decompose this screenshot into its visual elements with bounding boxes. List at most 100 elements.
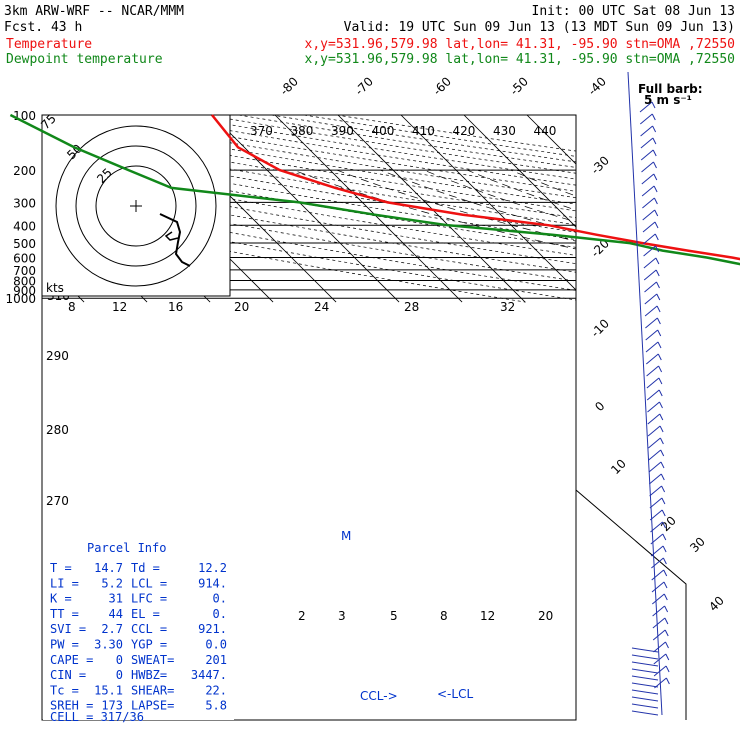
- init-time: Init: 00 UTC Sat 08 Jun 13: [532, 4, 736, 19]
- isotherm-line: [526, 115, 576, 165]
- wind-barb: [650, 545, 664, 557]
- hodo-speed-label: 12: [112, 300, 127, 314]
- wind-barb-flag: [661, 509, 666, 517]
- dewpoint-trace: [9, 113, 740, 266]
- wind-barb: [642, 197, 655, 209]
- dry-adiabat-label: 400: [372, 124, 395, 138]
- plot-frame: [41, 114, 577, 721]
- parcel-row-value-left: 15.1: [94, 683, 123, 697]
- isotherm-label: 10: [608, 456, 629, 477]
- parcel-row-label-left: Tc =: [50, 683, 79, 697]
- dry-adiabat-label: 440: [534, 124, 557, 138]
- isotherm-label: -10: [588, 316, 612, 340]
- wind-barb: [648, 461, 662, 473]
- wind-barb-flag: [658, 377, 663, 385]
- dry-adiabat-left-label: 280: [46, 423, 69, 437]
- wind-barb-flag: [658, 389, 663, 397]
- mixing-ratio-line: [638, 258, 727, 303]
- wind-barb: [651, 581, 665, 593]
- parcel-row-value-right: 3447.: [191, 668, 227, 682]
- ccl-marker: CCL->: [360, 689, 398, 703]
- parcel-row-value-right: 0.0: [205, 638, 227, 652]
- wind-barb-low: [631, 647, 659, 653]
- barb-staff-axis: [627, 71, 663, 716]
- wind-barb-flag: [664, 617, 669, 625]
- wind-barb: [650, 521, 663, 533]
- isotherm-line: [612, 74, 740, 302]
- wind-barb: [651, 569, 665, 581]
- hodo-kts-label: kts: [46, 281, 64, 295]
- isotherm-label: -40: [585, 74, 609, 98]
- wind-barb-flag: [664, 629, 669, 637]
- wind-barbs: [627, 71, 670, 716]
- wind-barb: [646, 377, 660, 389]
- wind-barb: [651, 593, 665, 605]
- wind-barb-flag: [654, 221, 659, 229]
- dry-adiabat-left-label: 270: [46, 494, 69, 508]
- wind-barb-flag: [653, 173, 658, 181]
- wind-barb-flag: [659, 437, 664, 445]
- parcel-row-label-right: Td =: [131, 561, 160, 575]
- dry-adiabat-line: [336, 115, 576, 152]
- dry-adiabat-label: 420: [453, 124, 476, 138]
- wind-barb-low: [631, 696, 659, 702]
- parcel-row-label-right: CCL =: [131, 622, 167, 636]
- parcel-row-value-left: 173: [101, 699, 123, 713]
- isotherm-label: -80: [277, 74, 301, 98]
- dry-adiabat-labels: 370380390400410420430440310290280270: [46, 124, 556, 508]
- wind-barb: [653, 665, 667, 677]
- lcl-marker: <-LCL: [437, 687, 473, 701]
- wind-barb: [652, 629, 666, 641]
- hodo-speed-label: 28: [404, 300, 419, 314]
- parcel-row-label-right: LCL =: [131, 576, 167, 590]
- wind-barb: [641, 185, 655, 197]
- parcel-row-value-left: 0: [116, 653, 123, 667]
- parcel-row-label-left: T =: [50, 561, 72, 575]
- mixing-ratio-label: 20: [538, 609, 553, 623]
- wind-barb: [647, 413, 661, 425]
- isotherm-line: [274, 115, 463, 303]
- wind-barb-flag: [653, 161, 657, 169]
- barb-legend-2: 5 m s⁻¹: [644, 93, 692, 107]
- hodograph-ring-75: [55, 125, 217, 287]
- wind-barb-low: [631, 675, 659, 681]
- parcel-row-value-left: 31: [109, 592, 123, 606]
- pressure-label-700: 700: [13, 264, 36, 278]
- wind-barb: [653, 641, 666, 653]
- wind-barb-flag: [656, 293, 661, 301]
- pressure-label-1000: 1000: [5, 292, 36, 306]
- parcel-row-value-left: 2.7: [101, 622, 123, 636]
- dewpoint-station-info: x,y=531.96,579.98 lat,lon= 41.31, -95.90…: [305, 52, 735, 67]
- valid-time: Valid: 19 UTC Sun 09 Jun 13 (13 MDT Sun …: [344, 20, 735, 35]
- mixing-ratio-line: [670, 258, 740, 303]
- parcel-cell: CELL = 317/36: [50, 710, 144, 724]
- dry-adiabat-label: 430: [493, 124, 516, 138]
- parcel-row-label-left: SVI =: [50, 622, 86, 636]
- pressure-label-600: 600: [13, 252, 36, 266]
- wind-barb: [648, 449, 662, 461]
- isotherm-line: [211, 115, 400, 303]
- wind-barb: [644, 305, 658, 317]
- parcel-row-value-right: 12.2: [198, 561, 227, 575]
- parcel-row-value-right: 0.: [213, 592, 227, 606]
- wind-barb-flag: [652, 149, 657, 157]
- wind-barb-flag: [663, 593, 668, 601]
- wind-barb: [640, 137, 654, 149]
- wind-barb: [650, 533, 664, 545]
- wind-barb-low: [631, 703, 659, 709]
- parcel-row-label-right: LFC =: [131, 592, 167, 606]
- temperature-trace: [211, 114, 740, 261]
- dry-adiabat-label: 380: [291, 124, 314, 138]
- wind-barb: [645, 329, 659, 341]
- wind-barb-flag: [662, 557, 667, 565]
- wind-barb-low: [631, 710, 659, 716]
- hodograph-ring-25: [95, 165, 177, 247]
- dry-adiabat-line: [238, 115, 576, 168]
- parcel-row-label-right: SHEAR=: [131, 683, 174, 697]
- parcel-row-label-right: EL =: [131, 607, 160, 621]
- parcel-row-value-left: 0: [116, 668, 123, 682]
- wind-barb: [652, 617, 666, 629]
- wind-barb: [639, 101, 653, 113]
- wind-barb: [639, 113, 653, 125]
